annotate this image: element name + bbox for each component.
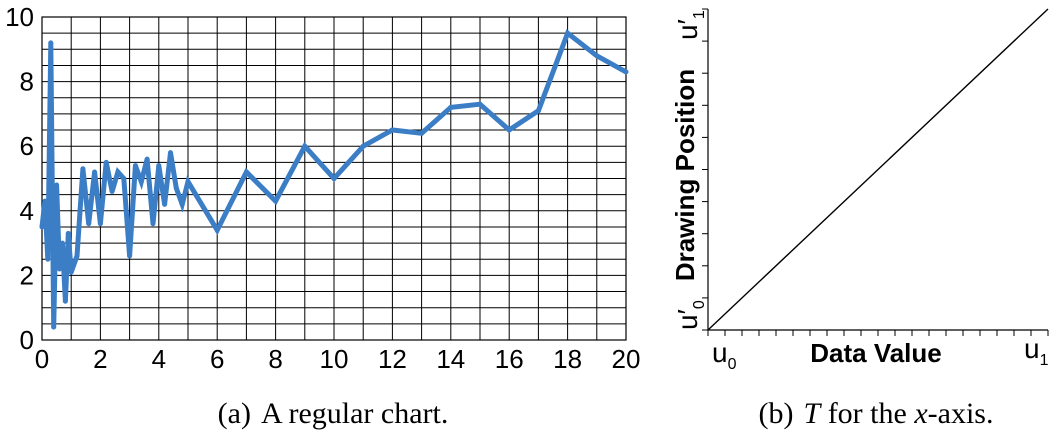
chart-a-point bbox=[57, 266, 63, 272]
chart-a-point bbox=[179, 201, 185, 207]
chart-a-x-tick-label: 0 bbox=[35, 344, 49, 374]
chart-a-point bbox=[92, 169, 98, 175]
chart-a-x-tick-label: 12 bbox=[378, 344, 407, 374]
chart-b-x-end-label: u1 bbox=[1024, 333, 1049, 369]
chart-a-point bbox=[173, 185, 179, 191]
chart-a-grid bbox=[42, 17, 626, 340]
chart-a-point bbox=[65, 230, 71, 236]
chart-b-x-axis-title: Data Value bbox=[810, 338, 942, 368]
chart-a-point bbox=[86, 221, 92, 227]
chart-a-point bbox=[302, 143, 308, 149]
chart-b: u0 u1 Data Value u′0 u′1 Drawing Positio… bbox=[670, 8, 1049, 430]
chart-a-y-tick-label: 10 bbox=[5, 2, 34, 32]
chart-a-point bbox=[39, 224, 45, 230]
chart-b-y-start-sub: 0 bbox=[691, 300, 708, 309]
chart-a-y-tick-label: 2 bbox=[20, 260, 34, 290]
chart-a-point bbox=[448, 104, 454, 110]
chart-b-x-minor-ticks bbox=[707, 330, 1049, 336]
chart-b-caption: (b) T for the x-axis. bbox=[759, 397, 994, 430]
chart-b-y-end-label: u′1 bbox=[672, 10, 708, 40]
chart-a-point bbox=[477, 101, 483, 107]
chart-a-point bbox=[167, 150, 173, 156]
chart-b-caption-end: -axis. bbox=[928, 397, 994, 430]
chart-a-y-tick-labels: 0 2 4 6 8 10 bbox=[5, 2, 34, 355]
chart-a-x-tick-label: 2 bbox=[93, 344, 107, 374]
chart-a-point bbox=[48, 40, 54, 46]
chart-a-x-tick-label: 10 bbox=[320, 344, 349, 374]
chart-a-point bbox=[138, 179, 144, 185]
chart-a-point bbox=[62, 298, 68, 304]
chart-a-point bbox=[54, 182, 60, 188]
chart-a-point bbox=[360, 143, 366, 149]
chart-a-point bbox=[45, 256, 51, 262]
chart-a-point bbox=[594, 53, 600, 59]
chart-a-point bbox=[59, 240, 65, 246]
chart-a-point bbox=[74, 253, 80, 259]
chart-a-point bbox=[97, 221, 103, 227]
chart-a-point bbox=[565, 30, 571, 36]
chart-a-point bbox=[80, 166, 86, 172]
chart-b-caption-mid: for the bbox=[820, 397, 914, 430]
chart-a-points bbox=[39, 30, 629, 330]
chart-a-point bbox=[273, 198, 279, 204]
chart-a-caption-tag: (a) bbox=[218, 397, 251, 430]
chart-a-point bbox=[109, 188, 115, 194]
chart-a-point bbox=[419, 130, 425, 136]
chart-a-point bbox=[389, 127, 395, 133]
chart-a-point bbox=[103, 159, 109, 165]
chart-a-x-tick-label: 14 bbox=[436, 344, 465, 374]
chart-a-point bbox=[144, 156, 150, 162]
chart-a-point bbox=[506, 127, 512, 133]
chart-b-transform-line bbox=[707, 8, 1049, 331]
chart-a-point bbox=[132, 163, 138, 169]
chart-a-point bbox=[150, 221, 156, 227]
chart-a-point bbox=[121, 176, 127, 181]
chart-a-x-tick-label: 16 bbox=[495, 344, 524, 374]
chart-a-caption: (a) A regular chart. bbox=[218, 397, 449, 430]
chart-a-point bbox=[214, 227, 220, 233]
chart-a-y-tick-label: 0 bbox=[20, 325, 34, 355]
chart-a-x-tick-label: 4 bbox=[152, 344, 166, 374]
chart-a-point bbox=[51, 324, 57, 330]
chart-a-point bbox=[115, 169, 121, 175]
chart-a-x-tick-labels: 0 2 4 6 8 10 12 14 16 18 20 bbox=[35, 344, 641, 374]
chart-a-y-tick-label: 8 bbox=[20, 67, 34, 97]
chart-a-caption-text: A regular chart. bbox=[261, 397, 448, 430]
chart-a-series-line bbox=[39, 29, 628, 328]
chart-b-x-start-sub: 0 bbox=[728, 356, 737, 373]
chart-a-point bbox=[127, 253, 133, 259]
chart-a-point bbox=[162, 201, 168, 207]
chart-b-y-axis-title: Drawing Position bbox=[670, 69, 700, 281]
chart-b-y-minor-ticks bbox=[702, 8, 708, 331]
chart-b-caption-tag: (b) bbox=[759, 397, 794, 430]
chart-b-y-end-sub: 1 bbox=[691, 10, 708, 19]
chart-a-point bbox=[535, 108, 541, 114]
chart-a: 0 2 4 6 8 10 0 2 4 6 8 10 12 14 16 18 20 (a) A regular c… bbox=[5, 2, 640, 430]
chart-a-point bbox=[331, 176, 337, 181]
chart-a-point bbox=[68, 269, 74, 275]
chart-a-x-tick-label: 8 bbox=[268, 344, 282, 374]
chart-b-caption-x: x bbox=[913, 397, 928, 430]
chart-a-x-tick-label: 20 bbox=[612, 344, 641, 374]
chart-b-x-end-sub: 1 bbox=[1040, 352, 1049, 369]
chart-a-y-tick-label: 6 bbox=[20, 131, 34, 161]
chart-a-point bbox=[185, 179, 191, 185]
chart-a-point bbox=[623, 69, 629, 75]
chart-a-point bbox=[42, 198, 48, 204]
chart-a-point bbox=[243, 169, 249, 175]
chart-a-plot-frame bbox=[41, 16, 627, 341]
chart-b-y-start-label: u′0 bbox=[672, 300, 708, 330]
chart-b-caption-T: T bbox=[804, 397, 823, 430]
chart-a-y-tick-label: 4 bbox=[20, 196, 34, 226]
chart-a-x-tick-label: 6 bbox=[210, 344, 224, 374]
chart-b-x-start-label: u0 bbox=[712, 337, 737, 373]
chart-a-point bbox=[156, 163, 162, 169]
chart-a-x-tick-label: 18 bbox=[553, 344, 582, 374]
